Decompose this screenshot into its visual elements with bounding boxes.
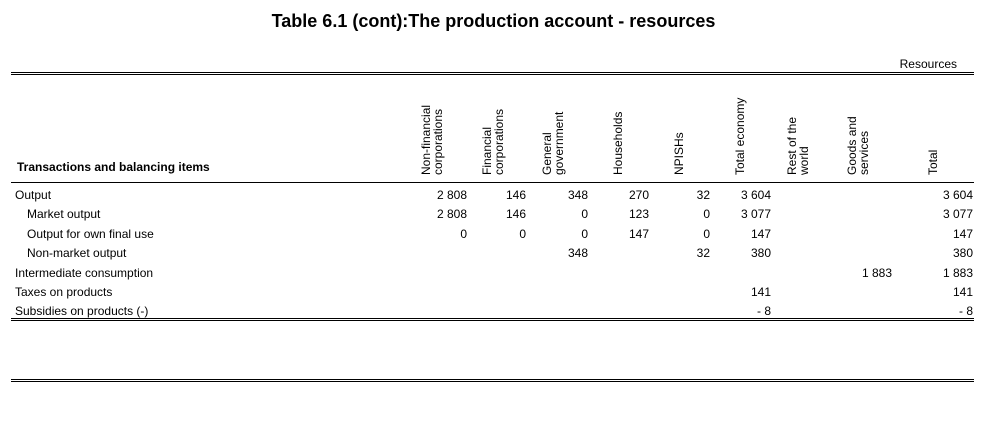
table-cell: 3 077 [740,207,771,222]
table-row: Taxes on products 141 141 [0,283,987,302]
table-cell: 32 [696,188,710,202]
table-cell: 141 [750,284,771,299]
table-cell: 0 [581,207,588,222]
row-label: Intermediate consumption [15,265,154,280]
column-header-line: Households [611,111,625,175]
table-cell: 348 [567,246,588,261]
table-cell: 123 [628,207,649,222]
table-cell: 146 [505,188,526,202]
table-cell: 2 808 [436,188,467,202]
table-cell: - 8 [958,304,973,319]
data-table: Output 2 808 146 348 270 32 3 604 3 604 Market o… [0,186,987,322]
table-row: Market output 2 808 146 0 123 0 3 077 3 077 [0,205,987,224]
table-cell: - 8 [756,304,771,319]
row-label: Output [15,188,52,202]
table-cell: 380 [750,246,771,261]
row-label: Non-market output [27,246,127,261]
table-bottom-rule [11,318,974,321]
table-cell: 2 808 [436,207,467,222]
table-cell: 1 883 [861,265,892,280]
resources-label: Resources [899,57,957,71]
header-rule [11,182,974,183]
table-cell: 3 604 [942,188,973,202]
table-cell: 0 [581,226,588,241]
column-header-line: corporations [431,108,445,175]
table-cell: 380 [952,246,973,261]
row-label: Output for own final use [27,226,154,241]
table-cell: 0 [703,226,710,241]
table-cell: 348 [567,188,588,202]
table-cell: 147 [750,226,771,241]
table-cell: 147 [628,226,649,241]
table-row: Non-market output 348 32 380 380 [0,244,987,263]
column-header-line: Total [926,149,940,175]
table-cell: 147 [952,226,973,241]
table-cell: 32 [696,246,710,261]
table-cell: 141 [952,284,973,299]
table-cell: 3 077 [942,207,973,222]
table-title: Table 6.1 (cont):The production account … [271,11,716,31]
column-header-line: services [857,130,871,175]
table-row: Output 2 808 146 348 270 32 3 604 3 604 [0,186,987,205]
table-cell: 270 [628,188,649,202]
top-rule [11,72,974,75]
column-header-line: Total economy [733,97,747,175]
column-header-line: corporations [492,108,506,175]
row-label: Taxes on products [15,284,113,299]
row-label: Subsidies on products (-) [15,304,149,319]
table-cell: 3 604 [740,188,771,202]
page-bottom-rule [11,379,974,382]
table-cell: 0 [519,226,526,241]
table-cell: 1 883 [942,265,973,280]
column-header-line: NPISHs [672,132,686,175]
table-cell: 0 [703,207,710,222]
row-label: Market output [27,207,101,222]
table-row: Output for own final use 0 0 0 147 0 147 147 [0,225,987,244]
table-row: Subsidies on products (-) - 8 - 8 [0,302,987,321]
table-cell: 146 [505,207,526,222]
column-header-line: world [797,146,811,175]
row-header: Transactions and balancing items [17,160,210,174]
table-row: Intermediate consumption 1 883 1 883 [0,264,987,283]
table-cell: 0 [460,226,467,241]
column-header-line: government [552,111,566,175]
